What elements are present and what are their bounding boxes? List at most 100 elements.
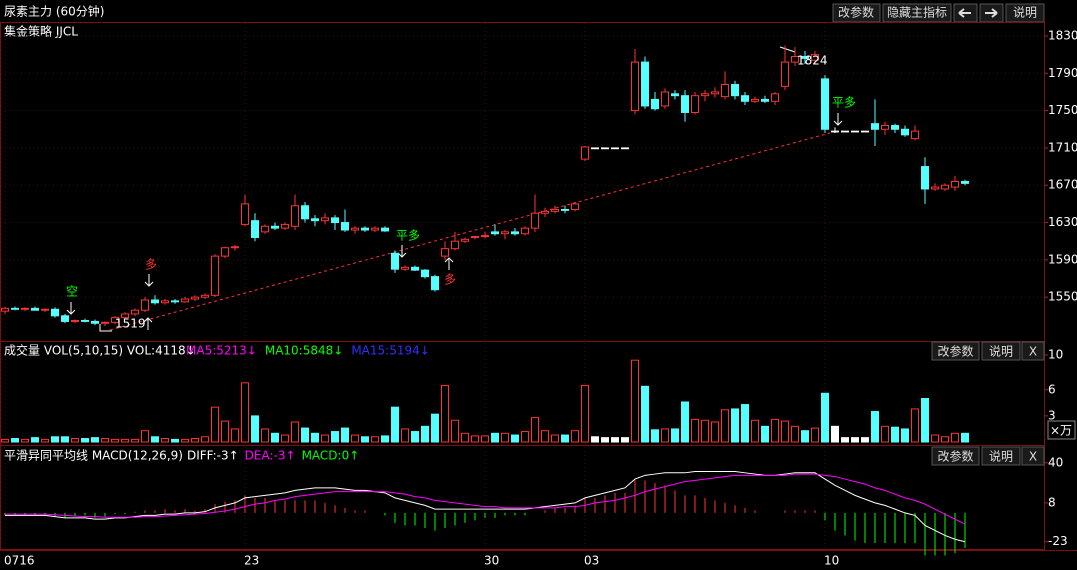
volume-bar [411, 431, 419, 443]
volume-bar [31, 437, 39, 443]
volume-bar [61, 436, 69, 443]
volume-bar [831, 425, 839, 443]
volume-bar [301, 427, 309, 443]
volume-bar [641, 385, 649, 443]
volume-bar [711, 421, 719, 443]
button[interactable] [1021, 341, 1045, 361]
y-tick-label: -23 [1048, 534, 1068, 548]
y-tick-label: 1750 [1048, 103, 1077, 117]
candle-body [141, 299, 149, 311]
candle-body [821, 78, 829, 130]
button-label[interactable]: X [1029, 450, 1037, 464]
button[interactable] [981, 341, 1021, 361]
candle-body [801, 56, 809, 59]
panel-border [0, 445, 1045, 550]
volume-bar [181, 438, 189, 443]
volume-bar [41, 438, 49, 443]
legend-entry: MA10:5848↓ [265, 344, 343, 358]
button-label[interactable]: 改参数 [937, 344, 973, 359]
button[interactable] [931, 446, 980, 466]
candle-body [221, 247, 229, 257]
annotation: 多 [145, 258, 157, 272]
candle-body [41, 308, 49, 311]
volume-bar [891, 426, 899, 443]
y-tick-label: 1630 [1048, 215, 1077, 229]
candle-body [391, 252, 399, 270]
volume-bar [591, 436, 599, 443]
candle-body [931, 186, 939, 190]
volume-bar [531, 417, 539, 443]
button[interactable]: 说明 [1005, 3, 1045, 23]
volume-bar [91, 437, 99, 443]
candle-body [321, 217, 329, 222]
volume-bar [851, 437, 859, 443]
candle-body [681, 95, 689, 113]
volume-bar [541, 430, 549, 443]
candle-body [311, 218, 319, 222]
button-label[interactable]: X [1029, 345, 1037, 359]
legend-entry: MACD:0↑ [302, 449, 360, 463]
candle-body [461, 238, 469, 242]
candle-body [481, 235, 489, 238]
button-label[interactable]: 隐藏主指标 [887, 5, 947, 20]
candle-body [601, 147, 609, 150]
candle-body [901, 128, 909, 136]
candle-body [671, 93, 679, 97]
button-label[interactable]: 说明 [989, 449, 1013, 464]
volume-bar [21, 438, 29, 443]
volume-bar [921, 397, 929, 443]
volume-bar [901, 428, 909, 443]
button[interactable] [981, 446, 1021, 466]
candle-body [891, 125, 899, 130]
candle-body [131, 309, 139, 315]
button[interactable]: 改参数 [832, 3, 881, 23]
legend-entry: DIFF:-3↑ [187, 449, 239, 463]
candle-body [781, 61, 789, 87]
volume-bar [771, 418, 779, 443]
next-button[interactable] [979, 3, 1004, 23]
candle-body [261, 225, 269, 233]
indicator-title: 集金策略 JJCL [4, 24, 78, 39]
candle-body [111, 317, 119, 323]
candle-body [381, 227, 389, 232]
x-tick-label: 0716 [4, 554, 35, 568]
legend-entry: MA15:5194↓ [351, 344, 429, 358]
volume-bar [401, 428, 409, 443]
candle-body [61, 315, 69, 322]
x-tick-label: 30 [484, 554, 499, 568]
annotation: 1824 [797, 54, 828, 68]
volume-bar [241, 382, 249, 443]
volume-bar [951, 432, 959, 443]
candle-body [1, 307, 9, 312]
candle-body [411, 266, 419, 271]
volume-bar [941, 436, 949, 443]
volume-bar [341, 427, 349, 443]
unit-label: ×万 [1050, 424, 1072, 438]
button[interactable] [931, 341, 980, 361]
volume-bar [551, 434, 559, 443]
volume-bar [811, 427, 819, 443]
volume-bar [141, 430, 149, 443]
button-label[interactable]: 说明 [1013, 5, 1037, 20]
macd-line [5, 473, 966, 525]
annotation: 多 [444, 273, 456, 287]
volume-bar [111, 438, 119, 443]
candle-body [761, 98, 769, 102]
candle-body [581, 146, 589, 160]
button-label[interactable]: 说明 [989, 344, 1013, 359]
button[interactable]: 隐藏主指标 [882, 3, 952, 23]
candle-body [951, 181, 959, 188]
prev-button[interactable] [953, 3, 978, 23]
candle-body [401, 266, 409, 270]
button[interactable] [1021, 446, 1045, 466]
candle-body [51, 308, 59, 317]
button-label[interactable]: 改参数 [838, 5, 874, 20]
candle-body [831, 130, 839, 133]
candle-body [841, 130, 849, 133]
volume-bar [471, 435, 479, 443]
volume-bar [441, 384, 449, 443]
candle-body [231, 246, 239, 249]
button-label[interactable]: 改参数 [937, 449, 973, 464]
volume-bar [221, 420, 229, 443]
volume-bar [871, 411, 879, 443]
